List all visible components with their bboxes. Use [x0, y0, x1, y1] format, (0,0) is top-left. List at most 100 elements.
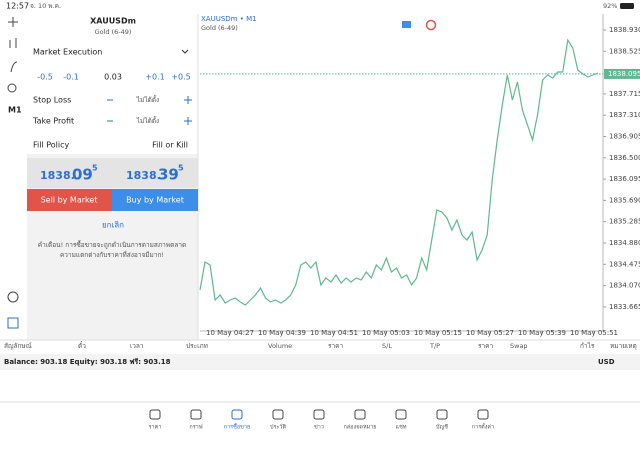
nav-label[interactable]: กราฟ [189, 424, 202, 431]
volume[interactable]: 0.03 [104, 73, 122, 82]
plus[interactable] [184, 117, 192, 125]
new-order-icon[interactable] [7, 317, 19, 329]
table-header: สัญลักษณ์ ตั๋ว เวลา ประเภท Volume ราคา S/L T/P ร… [4, 341, 637, 350]
y-tick-label: 1836.500 [609, 154, 640, 162]
current-price-box [604, 68, 640, 79]
ask-big: 39 [158, 166, 179, 184]
y-tick-label: 1836.905 [609, 132, 640, 140]
nav-label[interactable]: บัญชี [436, 424, 448, 431]
price-box [27, 158, 198, 188]
ask-main: 1838. [126, 169, 161, 182]
indicator-icon[interactable] [10, 61, 18, 73]
bid-main: 1838. [40, 169, 75, 182]
balance: Balance: 903.18 Equity: 903.18 ฟรี: 903.… [4, 358, 171, 366]
sell-label[interactable]: Sell by Market [41, 196, 98, 205]
chart-subtitle: Gold (6-49) [201, 24, 238, 32]
nav-icon[interactable] [313, 409, 325, 420]
column-header: T/P [429, 342, 440, 350]
column-header: สัญลักษณ์ [4, 342, 32, 350]
y-tick-label: 1834.880 [609, 239, 640, 247]
order-form [27, 14, 198, 154]
y-tick-label: 1835.690 [609, 196, 640, 204]
nav-icon[interactable] [190, 409, 202, 420]
execution-type[interactable]: Market Execution [33, 48, 102, 57]
nav-icon[interactable] [436, 409, 448, 420]
adjust-buttons [107, 96, 192, 125]
x-tick-label: 10 May 05:51 [570, 329, 618, 337]
column-header: ประเภท [186, 342, 208, 350]
nav-label[interactable]: ข่าว [314, 425, 324, 431]
sell-quick[interactable] [402, 21, 411, 28]
x-tick-label: 10 May 05:27 [466, 329, 514, 337]
buy-quick[interactable] [425, 19, 437, 31]
bid-sup: 5 [92, 164, 98, 173]
nav-label[interactable]: ประวัติ [270, 424, 286, 431]
column-header: หมายเหตุ [610, 342, 637, 350]
y-tick-label: 1834.475 [609, 260, 640, 268]
nav-icon[interactable] [231, 409, 243, 420]
objects-icon[interactable] [7, 83, 17, 93]
column-header: S/L [382, 342, 392, 350]
nav-label[interactable]: การตั้งค่า [472, 423, 494, 431]
dropdown-arrow [181, 49, 189, 54]
column-header: เวลา [130, 342, 144, 350]
status-date: จ. 10 พ.ค. [30, 2, 61, 10]
nav-label[interactable]: ราคา [149, 425, 162, 431]
volume-step[interactable]: +0.5 [171, 73, 190, 82]
y-tick-label: 1833.665 [609, 303, 640, 311]
column-header: กำไร [580, 342, 595, 350]
volume-step[interactable]: +0.1 [145, 73, 164, 82]
column-header: Swap [510, 342, 528, 350]
nav-icon[interactable] [149, 409, 161, 420]
status-battery: 92% [603, 2, 617, 10]
symbol[interactable]: XAUUSDm [90, 17, 136, 26]
search-icon[interactable] [7, 291, 19, 303]
nav-icon[interactable] [477, 409, 489, 420]
column-header: ราคา [328, 342, 343, 350]
x-tick-label: 10 May 05:39 [518, 329, 566, 337]
fill-policy-label: Fill Policy [33, 141, 70, 150]
take-profit-label: Take Profit [32, 117, 74, 126]
y-tick-label: 1838.930 [609, 26, 640, 34]
plus[interactable] [184, 96, 192, 104]
sell-button[interactable] [27, 189, 112, 211]
nav-icon[interactable] [272, 409, 284, 420]
take-profit-value[interactable]: ไม่ได้ตั้ง [136, 116, 159, 125]
status-time: 12:57 [6, 2, 29, 11]
x-tick-label: 10 May 04:39 [258, 329, 306, 337]
nav-label[interactable]: แชท [396, 424, 407, 431]
nav-icon[interactable] [395, 409, 407, 420]
cancel[interactable]: ยกเลิก [102, 221, 124, 230]
nav-label[interactable]: กล่องจดหมาย [343, 425, 376, 431]
y-tick-label: 1838.525 [609, 47, 640, 55]
column-header: ราคา [478, 342, 493, 350]
x-tick-label: 10 May 04:51 [310, 329, 358, 337]
y-tick-label: 1837.715 [609, 90, 640, 98]
y-tick-label: 1835.285 [609, 218, 640, 226]
nav-label[interactable]: การซื้อขาย [224, 423, 250, 431]
column-header: ตั๋ว [78, 341, 86, 350]
volume-step[interactable]: -0.5 [37, 73, 53, 82]
chart-title: XAUUSDm • M1 [201, 15, 257, 23]
buy-label[interactable]: Buy by Market [126, 196, 184, 205]
volume-step[interactable]: -0.1 [63, 73, 79, 82]
candles-icon[interactable] [9, 38, 17, 48]
x-tick-label: 10 May 04:27 [206, 329, 254, 337]
stop-loss-label: Stop Loss [33, 96, 71, 105]
nav-icon[interactable] [354, 409, 366, 420]
y-tick-label: 1837.310 [609, 111, 640, 119]
current-price-label: 1838.095 [608, 70, 640, 78]
crosshair-icon [8, 17, 18, 27]
fill-policy-value[interactable]: Fill or Kill [152, 141, 188, 150]
stop-loss-value[interactable]: ไม่ได้ตั้ง [136, 95, 159, 104]
toolbar-icons [7, 17, 19, 329]
warning: คำเตือน! การซื้อขายจะถูกดำเนินการตามสภาพ… [38, 240, 186, 249]
buy-button[interactable] [112, 189, 198, 211]
balance-bar [0, 354, 640, 370]
timeframe[interactable]: M1 [8, 106, 22, 115]
y-tick-label: 1836.095 [609, 175, 640, 183]
column-header: Volume [268, 342, 292, 350]
ask-sup: 5 [178, 164, 184, 173]
x-tick-label: 10 May 05:15 [414, 329, 462, 337]
